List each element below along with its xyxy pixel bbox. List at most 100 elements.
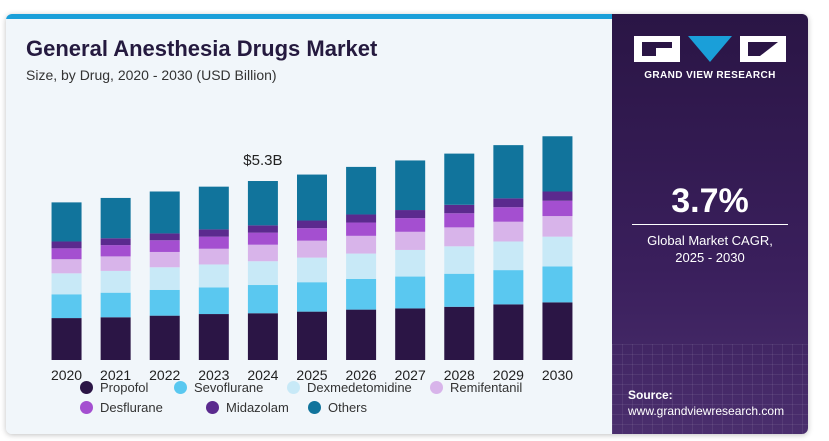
bar-segment-sevoflurane-2021: [100, 292, 131, 318]
legend-item-remifentanil: Remifentanil: [430, 380, 522, 395]
bar-segment-dexmedetomidine-2024: [247, 261, 278, 286]
legend-swatch-icon: [174, 381, 187, 394]
x-tick-label: 2025: [296, 367, 327, 383]
legend-label: Dexmedetomidine: [307, 380, 412, 395]
bar-segment-propofol-2020: [51, 318, 82, 360]
value-annotation: $5.3B: [243, 152, 282, 169]
bar-segment-remifentanil-2024: [247, 244, 278, 262]
legend-label: Propofol: [100, 380, 149, 395]
bar-segment-propofol-2030: [542, 302, 573, 360]
bar-segment-others-2023: [198, 186, 229, 230]
x-tick-label: 2029: [493, 367, 524, 383]
bar-segment-propofol-2024: [247, 313, 278, 360]
stacked-bar-chart: 2020 2021 2022 2023 2024 $5.3B 2025 2026 2027 202…: [51, 136, 573, 383]
bar-segment-midazolam-2026: [346, 214, 377, 223]
bar-segment-others-2020: [51, 202, 82, 242]
legend-swatch-icon: [80, 381, 93, 394]
legend-label: Remifentanil: [450, 380, 523, 395]
bar-segment-others-2027: [395, 160, 426, 211]
bar-segment-desflurane-2027: [395, 218, 426, 232]
bar-segment-remifentanil-2021: [100, 256, 131, 271]
bar-segment-others-2029: [493, 145, 524, 199]
bar-segment-others-2030: [542, 136, 573, 192]
bar-segment-desflurane-2030: [542, 200, 573, 217]
source-link[interactable]: www.grandviewresearch.com: [628, 404, 785, 418]
bar-segment-dexmedetomidine-2020: [51, 273, 82, 295]
bar-segment-others-2028: [444, 153, 475, 205]
report-card: General Anesthesia Drugs Market Size, by…: [6, 14, 808, 434]
bar-segment-propofol-2021: [100, 317, 131, 360]
bar-segment-propofol-2023: [198, 314, 229, 360]
legend-item-propofol: Propofol: [80, 380, 148, 395]
cagr-label-line2: 2025 - 2030: [675, 250, 745, 265]
x-tick-label: 2026: [346, 367, 377, 383]
bar-segment-midazolam-2027: [395, 210, 426, 219]
legend-swatch-icon: [80, 401, 93, 414]
bar-segment-remifentanil-2027: [395, 231, 426, 250]
x-tick-label: 2020: [51, 367, 82, 383]
bar-segment-others-2022: [149, 191, 180, 234]
bar-segment-midazolam-2021: [100, 238, 131, 246]
bar-segment-propofol-2028: [444, 306, 475, 360]
legend-item-dexmedetomidine: Dexmedetomidine: [287, 380, 412, 395]
legend-item-others: Others: [308, 400, 367, 415]
bar-segment-dexmedetomidine-2022: [149, 267, 180, 290]
grid-decoration: [612, 344, 808, 434]
legend-label: Others: [328, 400, 368, 415]
legend-item-desflurane: Desflurane: [80, 400, 163, 415]
chart-subtitle: Size, by Drug, 2020 - 2030 (USD Billion): [26, 67, 277, 83]
bar-segment-midazolam-2022: [149, 233, 180, 241]
bar-segment-midazolam-2025: [297, 220, 327, 229]
x-tick-label: 2028: [444, 367, 475, 383]
bar-segment-others-2026: [346, 166, 377, 215]
bar-segment-desflurane-2029: [493, 207, 524, 222]
source-label: Source:: [628, 388, 673, 402]
legend-label: Sevoflurane: [194, 380, 264, 395]
bar-segment-desflurane-2028: [444, 213, 475, 228]
bar-segment-sevoflurane-2024: [247, 285, 278, 314]
legend-item-sevoflurane: Sevoflurane: [174, 380, 263, 395]
brand-panel: GRAND VIEW RESEARCH 3.7% Global Market C…: [612, 14, 808, 434]
bar-segment-sevoflurane-2023: [198, 287, 229, 315]
divider: [632, 224, 788, 225]
bar-segment-remifentanil-2023: [198, 248, 229, 265]
bar-segment-others-2024: [247, 181, 278, 226]
bar-segment-remifentanil-2025: [297, 240, 327, 258]
legend-item-midazolam: Midazolam: [206, 400, 289, 415]
x-tick-label: 2030: [542, 367, 573, 383]
bar-segment-others-2021: [100, 197, 131, 239]
bar-segment-dexmedetomidine-2030: [542, 236, 573, 267]
bar-segment-desflurane-2025: [297, 228, 327, 241]
bar-segment-desflurane-2022: [149, 240, 180, 252]
bar-segment-dexmedetomidine-2021: [100, 270, 131, 293]
gvr-logo-icon: [634, 36, 786, 62]
bar-segment-remifentanil-2020: [51, 259, 82, 274]
bar-segment-remifentanil-2029: [493, 221, 524, 242]
legend-swatch-icon: [430, 381, 443, 394]
bar-segment-sevoflurane-2030: [542, 266, 573, 303]
chart-title: General Anesthesia Drugs Market: [26, 36, 378, 61]
bar-segment-midazolam-2030: [542, 191, 573, 201]
bar-segment-desflurane-2026: [346, 222, 377, 236]
cagr-label: Global Market CAGR, 2025 - 2030: [612, 232, 808, 266]
bar-segment-midazolam-2029: [493, 198, 524, 208]
chart-panel: General Anesthesia Drugs Market Size, by…: [6, 14, 612, 434]
legend-label: Desflurane: [100, 400, 163, 415]
bar-segment-midazolam-2028: [444, 204, 475, 214]
bar-segment-propofol-2026: [346, 309, 377, 360]
bar-segment-sevoflurane-2022: [149, 289, 180, 316]
x-tick-label: 2027: [395, 367, 426, 383]
legend-swatch-icon: [206, 401, 219, 414]
bar-segment-desflurane-2024: [247, 232, 278, 245]
bar-segment-sevoflurane-2028: [444, 273, 475, 307]
bar-segment-desflurane-2021: [100, 245, 131, 257]
x-tick-label: 2022: [149, 367, 180, 383]
bar-segment-dexmedetomidine-2027: [395, 249, 426, 277]
bar-segment-remifentanil-2030: [542, 216, 573, 237]
bar-segment-sevoflurane-2025: [297, 282, 327, 312]
bar-segment-desflurane-2023: [198, 236, 229, 249]
x-tick-label: 2023: [198, 367, 229, 383]
bar-segment-desflurane-2020: [51, 248, 82, 260]
cagr-value: 3.7%: [671, 182, 749, 220]
x-tick-label: 2024: [247, 367, 278, 383]
